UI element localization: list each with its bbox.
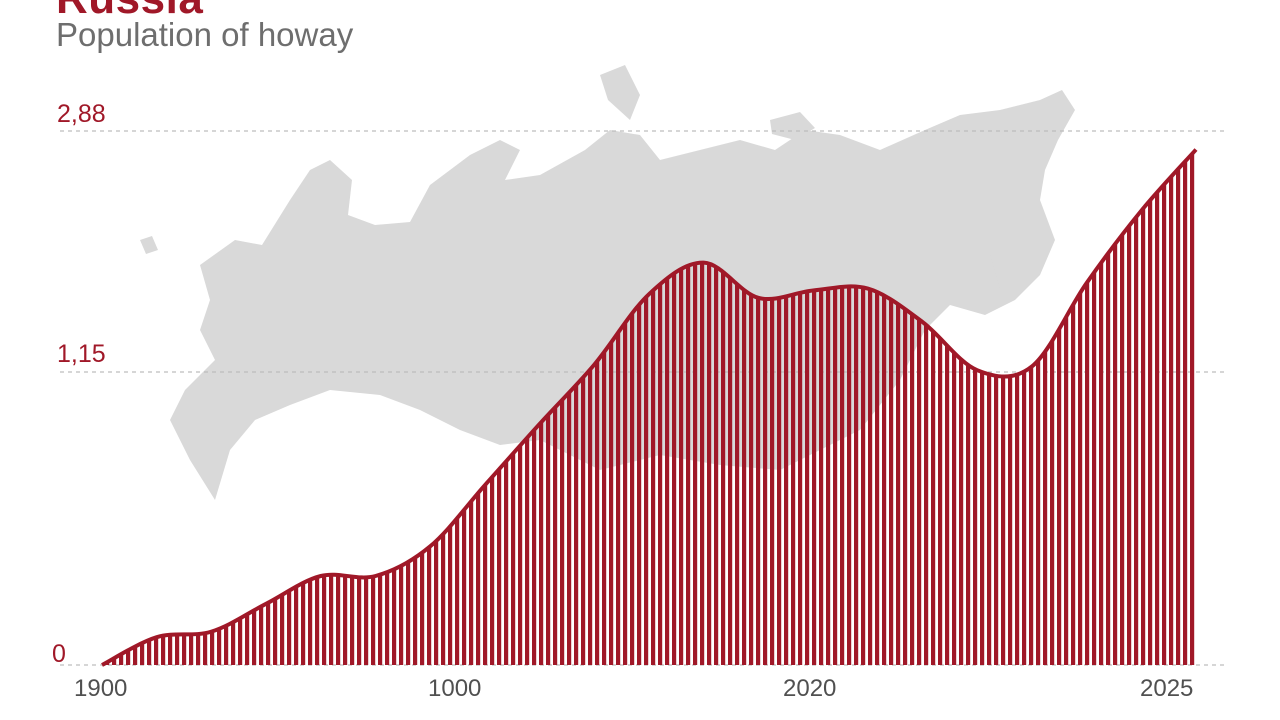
striped-area-fill [102, 149, 1196, 665]
x-tick-label-2: 2020 [783, 675, 836, 702]
x-tick-label-3: 2025 [1140, 675, 1193, 702]
y-tick-label-2: 2,88 [57, 100, 106, 128]
x-tick-label-0: 1900 [74, 675, 127, 702]
chart-subtitle: Population of howay [56, 16, 354, 53]
x-tick-label-1: 1000 [428, 675, 481, 702]
area-outline [101, 148, 1198, 667]
x-axis: 1900 1000 2020 2025 [74, 675, 1193, 702]
chart-title: Russia [56, 0, 203, 24]
area-series [101, 148, 1198, 667]
y-tick-label-1: 1,15 [57, 340, 106, 368]
y-tick-label-0: 0 [52, 640, 66, 668]
y-axis: 0 1,15 2,88 [52, 100, 106, 668]
